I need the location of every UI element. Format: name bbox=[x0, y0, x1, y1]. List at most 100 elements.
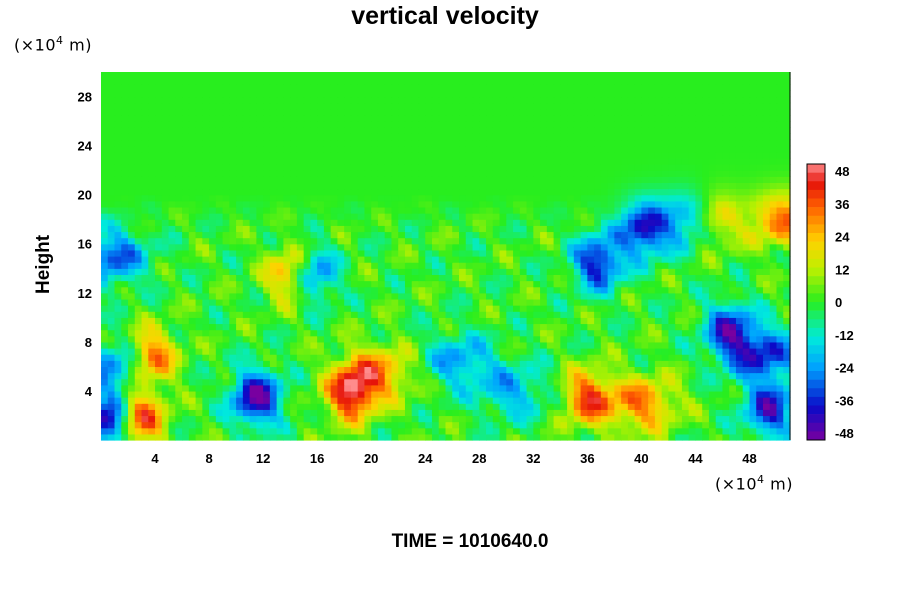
heatmap-cell bbox=[357, 188, 366, 196]
heatmap-cell bbox=[283, 427, 291, 435]
heatmap-cell bbox=[330, 231, 339, 239]
heatmap-cell bbox=[506, 206, 514, 214]
heatmap-cell bbox=[492, 219, 501, 226]
heatmap-cell bbox=[776, 151, 784, 159]
heatmap-cell bbox=[479, 225, 487, 233]
heatmap-cell bbox=[384, 360, 393, 367]
heatmap-cell bbox=[654, 237, 663, 245]
heatmap-cell bbox=[148, 139, 156, 147]
heatmap-cell bbox=[101, 213, 109, 220]
heatmap-cell bbox=[134, 360, 143, 367]
heatmap-cell bbox=[452, 378, 460, 386]
heatmap-cell bbox=[310, 341, 318, 349]
heatmap-cell bbox=[256, 280, 264, 288]
heatmap-cell bbox=[735, 397, 744, 404]
heatmap-cell bbox=[661, 280, 670, 288]
heatmap-cell bbox=[783, 433, 791, 441]
heatmap-cell bbox=[357, 298, 366, 306]
heatmap-cell bbox=[513, 384, 521, 392]
heatmap-cell bbox=[182, 378, 190, 386]
heatmap-cell bbox=[330, 262, 339, 269]
heatmap-cell bbox=[337, 305, 345, 312]
heatmap-cell bbox=[553, 274, 561, 282]
heatmap-cell bbox=[546, 151, 555, 159]
heatmap-cell bbox=[519, 164, 528, 171]
heatmap-cell bbox=[384, 323, 393, 331]
heatmap-cell bbox=[155, 305, 163, 312]
heatmap-cell bbox=[263, 298, 271, 306]
heatmap-cell bbox=[269, 397, 278, 404]
heatmap-cell bbox=[621, 256, 629, 263]
heatmap-cell bbox=[148, 225, 156, 233]
heatmap-cell bbox=[749, 157, 757, 165]
heatmap-cell bbox=[310, 262, 318, 269]
heatmap-cell bbox=[134, 305, 143, 312]
heatmap-cell bbox=[654, 280, 663, 288]
heatmap-cell bbox=[722, 409, 730, 417]
heatmap-cell bbox=[681, 427, 690, 435]
heatmap-cell bbox=[499, 390, 507, 398]
heatmap-cell bbox=[438, 366, 447, 374]
heatmap-cell bbox=[681, 219, 690, 226]
heatmap-cell bbox=[614, 219, 622, 226]
heatmap-cell bbox=[215, 372, 224, 380]
heatmap-cell bbox=[594, 384, 602, 392]
heatmap-cell bbox=[391, 274, 399, 282]
heatmap-cell bbox=[283, 237, 291, 245]
heatmap-cell bbox=[499, 170, 507, 177]
heatmap-cell bbox=[499, 329, 507, 337]
heatmap-cell bbox=[519, 194, 528, 202]
heatmap-cell bbox=[465, 348, 474, 355]
heatmap-cell bbox=[290, 341, 298, 349]
heatmap-cell bbox=[283, 164, 291, 171]
heatmap-cell bbox=[722, 354, 730, 361]
heatmap-cell bbox=[614, 188, 622, 196]
heatmap-cell bbox=[128, 286, 136, 294]
heatmap-cell bbox=[472, 243, 480, 251]
heatmap-cell bbox=[215, 397, 224, 404]
heatmap-cell bbox=[256, 182, 264, 190]
heatmap-cell bbox=[344, 206, 352, 214]
heatmap-cell bbox=[175, 329, 183, 337]
heatmap-cell bbox=[303, 262, 311, 269]
heatmap-cell bbox=[742, 286, 751, 294]
heatmap-cell bbox=[708, 360, 717, 367]
heatmap-cell bbox=[499, 341, 507, 349]
heatmap-cell bbox=[101, 139, 109, 147]
heatmap-cell bbox=[722, 182, 730, 190]
heatmap-cell bbox=[762, 409, 771, 417]
heatmap-cell bbox=[438, 323, 447, 331]
heatmap-cell bbox=[377, 194, 386, 202]
heatmap-cell bbox=[431, 390, 440, 398]
heatmap-cell bbox=[479, 194, 487, 202]
heatmap-cell bbox=[661, 341, 670, 349]
heatmap-cell bbox=[722, 213, 730, 220]
heatmap-cell bbox=[479, 176, 487, 183]
heatmap-cell bbox=[290, 145, 298, 153]
heatmap-cell bbox=[776, 164, 784, 171]
heatmap-cell bbox=[114, 176, 122, 183]
heatmap-cell bbox=[762, 397, 771, 404]
heatmap-cell bbox=[242, 157, 251, 165]
heatmap-cell bbox=[560, 311, 568, 318]
heatmap-cell bbox=[479, 415, 487, 423]
heatmap-cell bbox=[594, 409, 602, 417]
y-axis-unit: (×104 m) bbox=[14, 34, 92, 55]
heatmap-cell bbox=[553, 403, 561, 410]
heatmap-cell bbox=[323, 206, 332, 214]
heatmap-cell bbox=[648, 409, 656, 417]
heatmap-cell bbox=[404, 415, 413, 423]
heatmap-cell bbox=[398, 360, 406, 367]
heatmap-cell bbox=[634, 366, 642, 374]
heatmap-cell bbox=[371, 335, 379, 343]
heatmap-cell bbox=[573, 317, 582, 325]
heatmap-cell bbox=[229, 274, 237, 282]
heatmap-cell bbox=[330, 292, 339, 300]
heatmap-cell bbox=[513, 323, 521, 331]
heatmap-cell bbox=[182, 433, 190, 441]
heatmap-cell bbox=[276, 213, 284, 220]
heatmap-cell bbox=[668, 170, 676, 177]
heatmap-cell bbox=[675, 317, 683, 325]
heatmap-cell bbox=[654, 415, 663, 423]
heatmap-cell bbox=[128, 397, 136, 404]
